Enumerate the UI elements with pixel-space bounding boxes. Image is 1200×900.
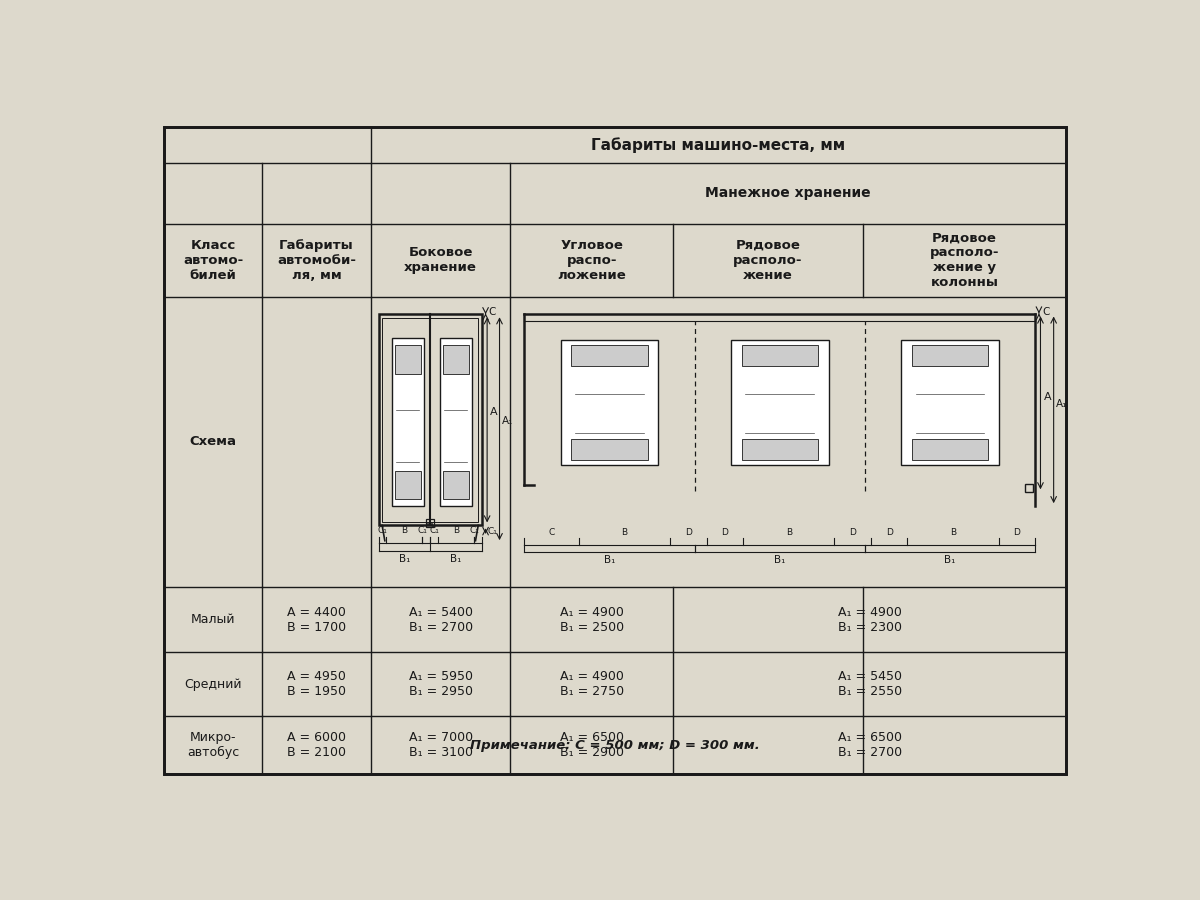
Bar	[395, 471, 421, 500]
Text: Рядовое
располо-
жение: Рядовое располо- жение	[733, 238, 803, 282]
Text: C₁: C₁	[378, 526, 388, 536]
Text: A₁ = 5450
B₁ = 2550: A₁ = 5450 B₁ = 2550	[838, 670, 901, 698]
Text: C: C	[548, 528, 554, 537]
Text: A₁ = 5950
B₁ = 2950: A₁ = 5950 B₁ = 2950	[409, 670, 473, 698]
Text: B: B	[950, 528, 956, 537]
Bar	[571, 345, 648, 366]
Text: Угловое
распо-
ложение: Угловое распо- ложение	[557, 238, 626, 282]
Text: Габариты
автомоби-
ля, мм: Габариты автомоби- ля, мм	[277, 238, 356, 282]
Text: Примечание: C = 500 мм; D = 300 мм.: Примечание: C = 500 мм; D = 300 мм.	[470, 739, 760, 752]
Text: A₁ = 6500
B₁ = 2700: A₁ = 6500 B₁ = 2700	[838, 731, 901, 760]
Text: C₁: C₁	[469, 526, 479, 536]
Text: Средний: Средний	[185, 678, 242, 691]
Bar	[742, 345, 817, 366]
Text: A: A	[1044, 392, 1051, 401]
Text: B₁: B₁	[774, 555, 785, 565]
Text: B₁: B₁	[944, 555, 955, 565]
Text: Габариты машино-места, мм: Габариты машино-места, мм	[592, 138, 846, 153]
Text: A₁ = 6500
B₁ = 2900: A₁ = 6500 B₁ = 2900	[559, 731, 624, 760]
Bar	[742, 439, 817, 460]
Bar	[1025, 484, 1033, 492]
Text: Класс
автомо-
билей: Класс автомо- билей	[184, 238, 244, 282]
Bar	[443, 471, 469, 500]
Text: A = 4400
B = 1700: A = 4400 B = 1700	[287, 606, 346, 634]
Bar	[731, 340, 828, 465]
Text: B₁: B₁	[450, 554, 462, 563]
Bar	[379, 314, 481, 526]
Text: B: B	[786, 528, 792, 537]
Text: C: C	[1042, 307, 1050, 317]
Bar	[391, 338, 425, 506]
Text: B: B	[452, 526, 458, 536]
Bar	[901, 340, 998, 465]
Bar	[382, 318, 479, 522]
Text: Рядовое
располо-
жение у
колонны: Рядовое располо- жение у колонны	[930, 231, 1000, 289]
Text: D: D	[886, 528, 893, 537]
Text: Малый: Малый	[191, 613, 235, 626]
Text: A₁: A₁	[1056, 399, 1067, 409]
Text: A₁ = 4900
B₁ = 2500: A₁ = 4900 B₁ = 2500	[559, 606, 624, 634]
Text: D: D	[685, 528, 692, 537]
Bar	[571, 439, 648, 460]
Bar	[395, 346, 421, 374]
Text: D: D	[721, 528, 728, 537]
Text: A = 4950
B = 1950: A = 4950 B = 1950	[287, 670, 346, 698]
Bar	[912, 439, 988, 460]
Bar	[443, 346, 469, 374]
Text: A₁ = 5400
B₁ = 2700: A₁ = 5400 B₁ = 2700	[408, 606, 473, 634]
Text: Схема: Схема	[190, 436, 236, 448]
Text: B: B	[401, 526, 408, 536]
Text: A₁ = 4900
B₁ = 2300: A₁ = 4900 B₁ = 2300	[838, 606, 901, 634]
Bar	[426, 519, 434, 526]
Text: D: D	[1013, 528, 1020, 537]
Text: B₁: B₁	[398, 554, 410, 563]
Text: B₁: B₁	[604, 555, 616, 565]
Text: A₁ = 7000
B₁ = 3100: A₁ = 7000 B₁ = 3100	[408, 731, 473, 760]
Text: C₁: C₁	[430, 526, 439, 536]
Text: C₁: C₁	[418, 526, 427, 536]
Text: A = 6000
B = 2100: A = 6000 B = 2100	[287, 731, 346, 760]
Text: B: B	[622, 528, 628, 537]
Text: Манежное хранение: Манежное хранение	[706, 186, 871, 201]
Text: C₁: C₁	[488, 526, 498, 536]
Text: D: D	[850, 528, 856, 537]
Bar	[560, 340, 659, 465]
Text: A₁ = 4900
B₁ = 2750: A₁ = 4900 B₁ = 2750	[559, 670, 624, 698]
Text: A₁: A₁	[502, 416, 514, 426]
Text: Боковое
хранение: Боковое хранение	[404, 246, 478, 274]
Text: C: C	[488, 308, 496, 318]
Text: A: A	[491, 407, 498, 418]
Bar	[912, 345, 988, 366]
Bar	[439, 338, 473, 506]
Text: Микро-
автобус: Микро- автобус	[187, 731, 239, 760]
